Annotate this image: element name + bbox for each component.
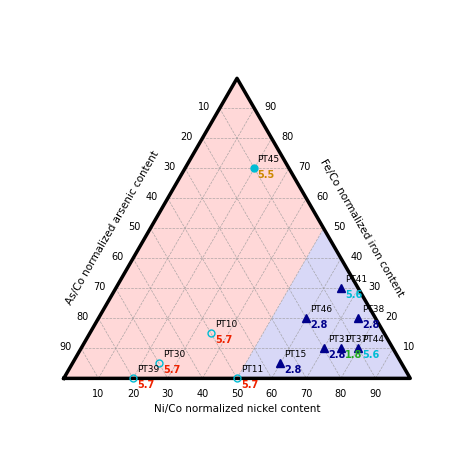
Text: 2.8: 2.8 xyxy=(310,320,328,330)
Text: 70: 70 xyxy=(300,389,312,399)
Text: PT45: PT45 xyxy=(257,155,279,164)
Text: PT44: PT44 xyxy=(363,335,384,344)
Text: 80: 80 xyxy=(76,311,89,322)
Text: PT30: PT30 xyxy=(163,350,185,359)
Text: 90: 90 xyxy=(59,342,72,352)
Polygon shape xyxy=(64,78,324,378)
Text: 60: 60 xyxy=(265,389,278,399)
Text: 60: 60 xyxy=(316,191,328,201)
Text: 40: 40 xyxy=(146,191,158,201)
Text: 30: 30 xyxy=(162,389,174,399)
Text: PT31: PT31 xyxy=(328,335,350,344)
Text: 30: 30 xyxy=(163,162,175,172)
Text: 2.8: 2.8 xyxy=(328,350,345,360)
Text: PT46: PT46 xyxy=(310,305,333,314)
Text: 5.7: 5.7 xyxy=(215,335,232,345)
Text: 2.8: 2.8 xyxy=(363,320,380,330)
Text: PT15: PT15 xyxy=(284,350,307,359)
Text: 5.6: 5.6 xyxy=(363,350,380,360)
Text: 30: 30 xyxy=(368,282,380,292)
Text: 70: 70 xyxy=(94,282,106,292)
Text: 50: 50 xyxy=(333,222,346,232)
Text: 50: 50 xyxy=(231,389,243,399)
Text: 90: 90 xyxy=(369,389,382,399)
Polygon shape xyxy=(237,228,410,378)
Text: 5.6: 5.6 xyxy=(345,290,362,300)
Text: 10: 10 xyxy=(198,101,210,111)
Text: PT10: PT10 xyxy=(215,320,237,329)
Text: 2.8: 2.8 xyxy=(284,365,302,375)
Text: Fe/Co normalized iron content: Fe/Co normalized iron content xyxy=(318,158,405,299)
Text: 80: 80 xyxy=(335,389,347,399)
Text: 20: 20 xyxy=(127,389,139,399)
Text: 1.8: 1.8 xyxy=(345,350,363,360)
Text: 70: 70 xyxy=(299,162,311,172)
Text: 5.7: 5.7 xyxy=(137,380,155,390)
Text: 5.5: 5.5 xyxy=(257,170,274,180)
Text: 20: 20 xyxy=(385,311,398,322)
Text: 5.7: 5.7 xyxy=(241,380,258,390)
Text: 5.7: 5.7 xyxy=(163,365,181,375)
Text: 10: 10 xyxy=(402,342,415,352)
Text: 50: 50 xyxy=(128,222,141,232)
Text: 20: 20 xyxy=(180,132,192,142)
Text: 10: 10 xyxy=(92,389,105,399)
Text: PT39: PT39 xyxy=(137,365,159,374)
Text: PT41: PT41 xyxy=(345,275,367,284)
Text: 80: 80 xyxy=(282,132,293,142)
Text: 40: 40 xyxy=(196,389,209,399)
Text: 90: 90 xyxy=(264,101,276,111)
Text: PT37: PT37 xyxy=(345,335,367,344)
Text: PT11: PT11 xyxy=(241,365,264,374)
Text: As/Co normalized arsenic content: As/Co normalized arsenic content xyxy=(64,150,161,307)
Text: Ni/Co normalized nickel content: Ni/Co normalized nickel content xyxy=(154,404,320,414)
Text: PT38: PT38 xyxy=(363,305,385,314)
Text: 60: 60 xyxy=(111,252,123,262)
Text: 40: 40 xyxy=(351,252,363,262)
